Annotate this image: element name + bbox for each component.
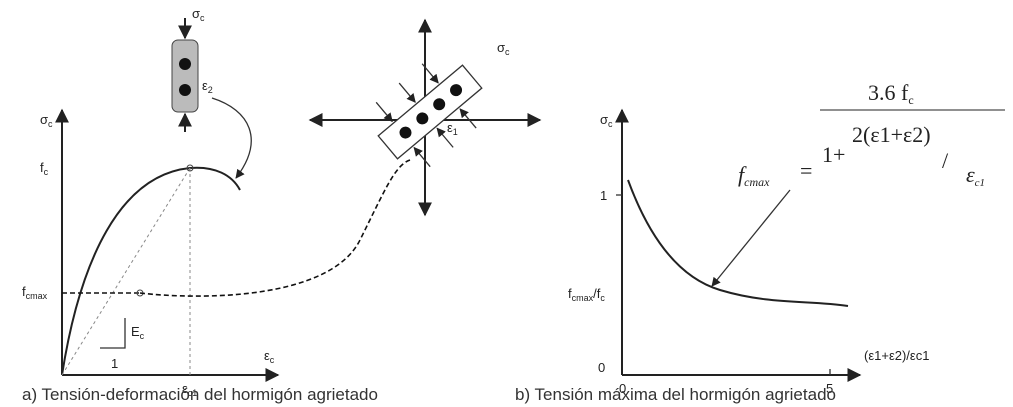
subscript: cmax: [572, 293, 594, 303]
formula-equals: =: [800, 158, 812, 183]
cylinder-stress-label: σc: [192, 6, 205, 23]
stress-strain-curve: [61, 166, 241, 376]
x-tick-label: 5: [826, 381, 833, 396]
symbol: f: [738, 162, 747, 187]
y-tick-label: 1: [600, 188, 607, 203]
subscript: c1: [188, 388, 198, 398]
subscript: c: [48, 119, 53, 129]
panel-a: σc εc fc fcmax Ec 1 εc1 σc ε2: [22, 6, 542, 404]
cracked-element: σc ε1: [308, 18, 542, 217]
subscript: c: [140, 331, 145, 341]
symbol: σ: [600, 112, 608, 127]
element-stress-label: σc: [497, 40, 510, 57]
symbol: /f: [593, 286, 601, 301]
symbol: E: [131, 324, 140, 339]
formula-numerator: 3.6 fc: [868, 80, 914, 107]
modulus-label: Ec: [131, 324, 145, 341]
subscript: c: [600, 293, 605, 303]
subscript: 1: [453, 127, 458, 137]
peak-strain-label: εc1: [182, 381, 197, 398]
formula-lhs: fcmax: [738, 162, 770, 189]
cylinder: [171, 39, 199, 113]
subscript: cmax: [744, 175, 770, 189]
pointer-arrow: [211, 97, 252, 179]
cylinder-strain-label: ε2: [202, 78, 213, 95]
caption: a) Tensión-deformación del hormigón agri…: [22, 385, 378, 404]
y-label: σc: [600, 112, 613, 129]
element-strain-label: ε1: [447, 120, 458, 137]
cylinder-dot: [179, 84, 191, 96]
formula-slash: /: [942, 148, 949, 173]
symbol: f: [568, 286, 572, 301]
subscript: c: [200, 13, 205, 23]
formula-divisor: εc1: [966, 162, 985, 189]
compression-arrow: [398, 82, 416, 103]
element-body: [377, 64, 483, 160]
subscript: 2: [208, 85, 213, 95]
ratio-label: fcmax/fc: [568, 286, 605, 303]
subscript: c: [908, 93, 913, 107]
symbol: f: [40, 160, 44, 175]
symbol: ε: [966, 162, 975, 187]
symbol: f: [22, 284, 26, 299]
element-dot: [416, 112, 429, 125]
cylinder-dot: [179, 58, 191, 70]
element-dot: [450, 84, 463, 97]
formula: fcmax = 3.6 fc 1+ 2(ε1+ε2) / εc1: [738, 80, 1005, 189]
subscript: cmax: [26, 291, 48, 301]
symbol: ε: [182, 381, 188, 396]
x-tick-label: 0: [619, 381, 626, 396]
symbol: ε: [447, 120, 453, 135]
subscript: c: [505, 47, 510, 57]
reduction-curve: [627, 179, 849, 307]
symbol: ε: [264, 348, 270, 363]
symbol: σ: [192, 6, 200, 21]
peak-point: [186, 164, 194, 172]
compression-arrow: [375, 101, 393, 123]
compression-arrow: [421, 63, 439, 84]
formula-one-plus: 1+: [822, 142, 845, 167]
formula-inner: 2(ε1+ε2): [852, 122, 931, 147]
slope-triangle: [100, 318, 126, 349]
compression-arrow: [436, 127, 454, 148]
link-curve: [139, 159, 411, 297]
element-dot: [433, 98, 446, 111]
x-label: (ε1+ε2)/εc1: [864, 348, 929, 363]
y-label: σc: [40, 112, 53, 129]
y-tick-label: 0: [598, 360, 605, 375]
secant-line: [61, 167, 191, 376]
peak-stress-label: fc: [40, 160, 49, 177]
symbol: 3.6 f: [868, 80, 909, 105]
element-dot: [399, 126, 412, 139]
caption: b) Tensión máxima del hormigón agrietado: [515, 385, 836, 404]
symbol: ε: [202, 78, 208, 93]
symbol: σ: [40, 112, 48, 127]
compression-arrow: [459, 108, 477, 129]
subscript: c1: [975, 177, 985, 189]
slope-run-label: 1: [111, 356, 118, 371]
x-label: εc: [264, 348, 275, 365]
symbol: σ: [497, 40, 505, 55]
reduced-stress-label: fcmax: [22, 284, 48, 301]
formula-pointer: [711, 189, 791, 287]
subscript: c: [44, 167, 49, 177]
subscript: c: [608, 119, 613, 129]
compression-arrow: [413, 146, 431, 168]
subscript: c: [270, 355, 275, 365]
panel-b: σc 1 0 fcmax/fc 0 5 (ε1+ε2)/εc1 fcmax = …: [515, 80, 1005, 404]
